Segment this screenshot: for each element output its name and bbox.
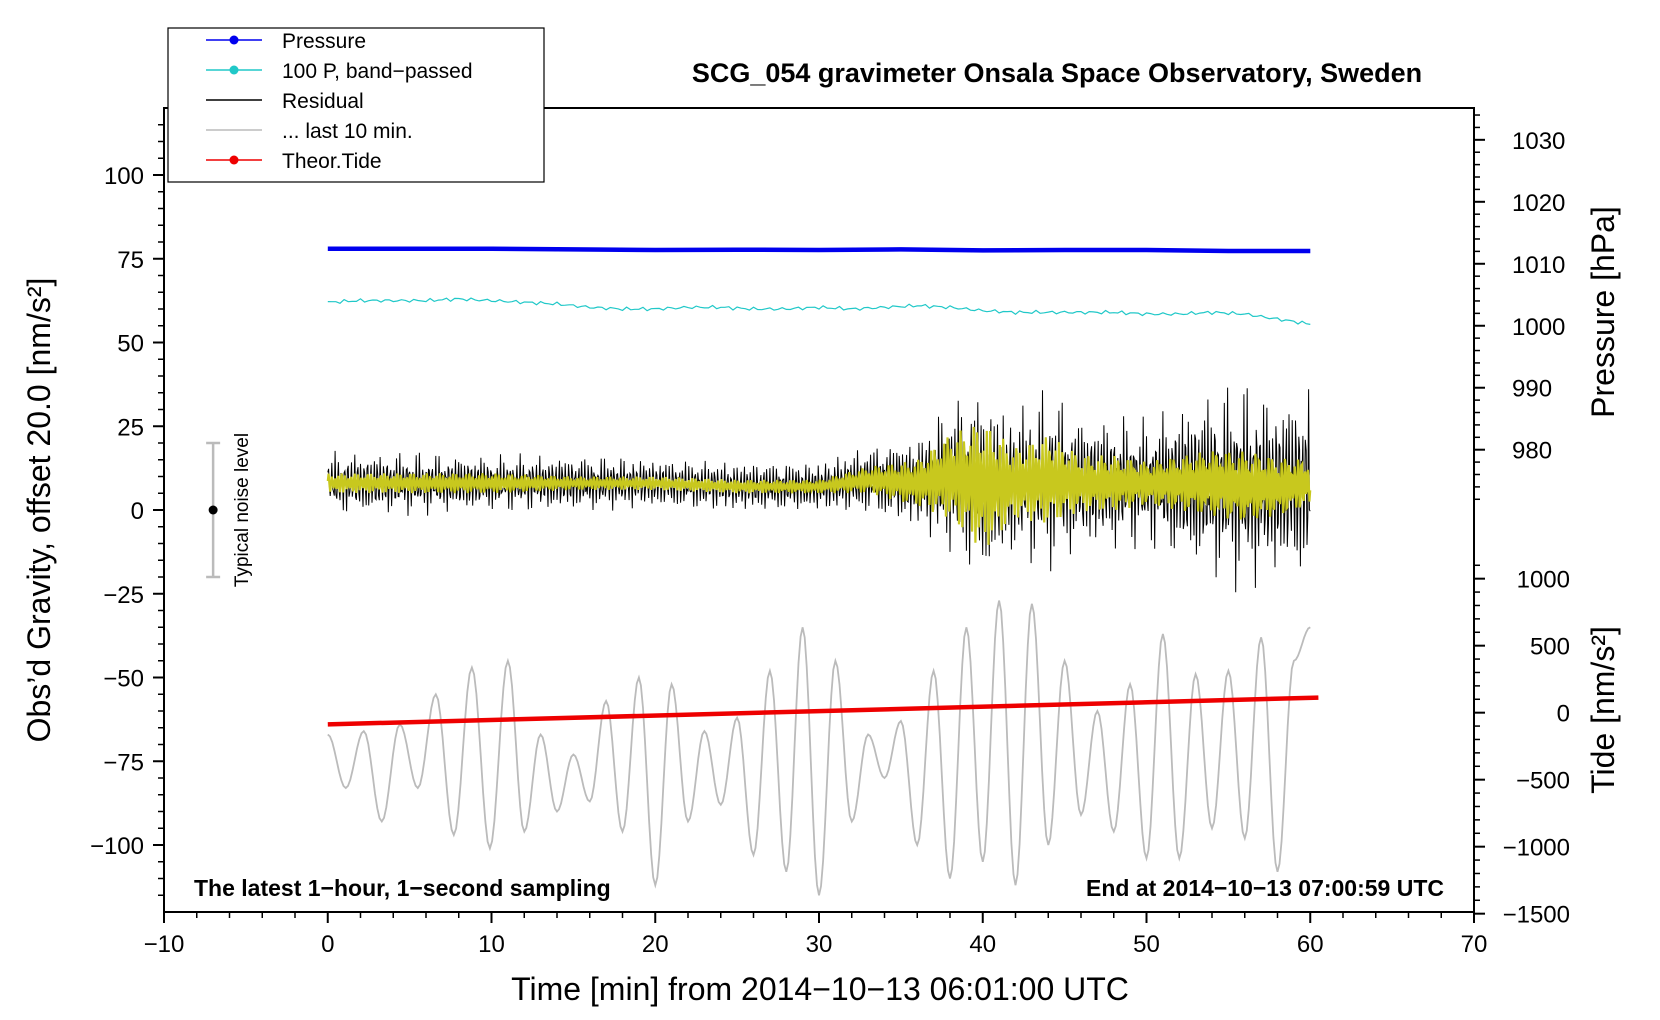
y-tick-label: 75 <box>117 247 144 274</box>
series-theoretical-tide <box>327 695 1319 727</box>
y-tick-label: 0 <box>131 498 144 525</box>
legend-swatch-marker <box>229 65 239 75</box>
y-tick-label: 100 <box>104 163 144 190</box>
noise-level-indicator: Typical noise level <box>206 433 253 587</box>
y-axis-title-tide: Tide [nm/s²] <box>1585 626 1621 794</box>
x-tick-label: 30 <box>806 931 833 958</box>
y-tick-label: 25 <box>117 414 144 441</box>
x-tick-label: −10 <box>144 931 185 958</box>
pressure-tick-label: 980 <box>1512 438 1552 465</box>
y-axis-title-left: Obs’d Gravity, offset 20.0 [nm/s²] <box>21 278 57 743</box>
legend-box <box>167 27 545 183</box>
legend-swatch-marker <box>229 35 239 45</box>
tide-tick-label: −1500 <box>1503 902 1570 929</box>
tide-tick-label: 500 <box>1530 634 1570 661</box>
x-tick-label: 70 <box>1461 931 1488 958</box>
pressure-tick-label: 990 <box>1512 376 1552 403</box>
plot-data-layer <box>326 246 1319 896</box>
x-axis-title: Time [min] from 2014−10−13 06:01:00 UTC <box>511 971 1129 1007</box>
tide-tick-label: −1000 <box>1503 835 1570 862</box>
pressure-tick-label: 1000 <box>1512 314 1565 341</box>
legend-label: ... last 10 min. <box>282 120 413 143</box>
tide-tick-label: 1000 <box>1517 567 1570 594</box>
y-tick-label: −50 <box>103 666 144 693</box>
series-residual-bandpassed <box>326 426 1312 545</box>
noise-center-dot <box>208 505 218 515</box>
pressure-tick-label: 1030 <box>1512 128 1565 155</box>
pressure-tick-label: 1010 <box>1512 252 1565 279</box>
annotation-sampling: The latest 1−hour, 1−second sampling <box>194 875 611 901</box>
x-tick-label: 60 <box>1297 931 1324 958</box>
x-tick-label: 10 <box>478 931 505 958</box>
x-tick-label: 20 <box>642 931 669 958</box>
series-pressure <box>327 246 1311 254</box>
chart-title: SCG_054 gravimeter Onsala Space Observat… <box>692 58 1422 88</box>
legend-label: Theor.Tide <box>282 150 382 173</box>
tide-tick-label: 0 <box>1557 701 1570 728</box>
noise-label: Typical noise level <box>232 433 253 587</box>
legend: Pressure 100 P, band−passed Residual ... la… <box>167 27 545 183</box>
x-tick-label: 50 <box>1133 931 1160 958</box>
legend-label: Pressure <box>282 30 366 53</box>
y-tick-label: −75 <box>103 749 144 776</box>
y-tick-label: 50 <box>117 331 144 358</box>
axes-layer: −10 0 10 20 30 40 50 60 70−100−75−50−25025507510… <box>90 114 1570 958</box>
tide-tick-label: −500 <box>1516 768 1570 795</box>
y-axis-title-left-text: Obs’d Gravity, offset 20.0 [nm/s²] <box>21 278 57 743</box>
legend-label: Residual <box>282 90 364 113</box>
x-tick-label: 0 <box>321 931 334 958</box>
pressure-tick-label: 1020 <box>1512 190 1565 217</box>
legend-label: 100 P, band−passed <box>282 60 473 83</box>
y-axis-title-pressure: Pressure [hPa] <box>1585 206 1621 418</box>
y-tick-label: −100 <box>90 833 144 860</box>
series-pressure-bandpassed <box>327 297 1311 325</box>
annotation-end-time: End at 2014−10−13 07:00:59 UTC <box>1086 875 1444 901</box>
series-last-10-min <box>327 600 1311 896</box>
y-tick-label: −25 <box>103 582 144 609</box>
legend-swatch-marker <box>229 155 239 165</box>
x-tick-label: 40 <box>969 931 996 958</box>
